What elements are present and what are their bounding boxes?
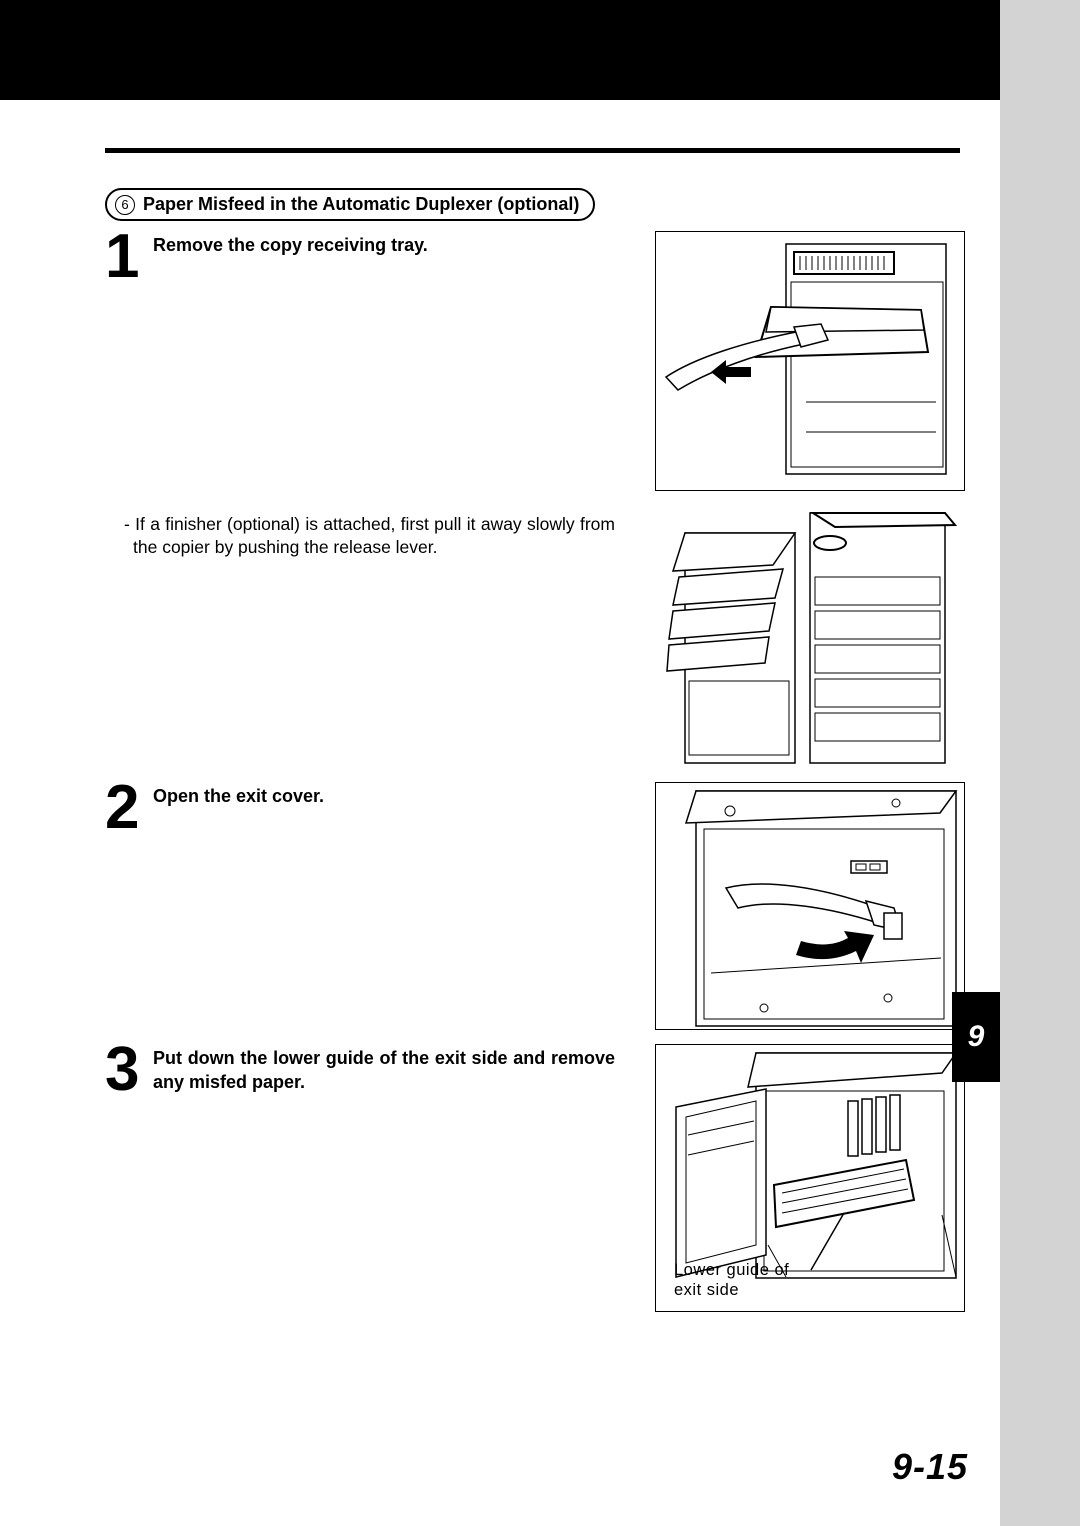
step-2-row: 2 Open the exit cover. — [105, 782, 965, 1030]
chapter-tab: 9 — [952, 992, 1000, 1082]
step-3-number: 3 — [105, 1044, 153, 1097]
step-2-text-col: 2 Open the exit cover. — [105, 782, 645, 835]
step-1-subtext: - If a finisher (optional) is attached, … — [105, 513, 645, 559]
step-3-illus-label: Lower guide of exit side — [674, 1260, 814, 1301]
section-number: 6 — [115, 195, 135, 215]
content-area: 6 Paper Misfeed in the Automatic Duplexe… — [105, 148, 965, 1312]
page: 6 Paper Misfeed in the Automatic Duplexe… — [0, 0, 1000, 1526]
step-1-title: Remove the copy receiving tray. — [153, 231, 458, 257]
step-1-text-col: 1 Remove the copy receiving tray. — [105, 231, 645, 284]
section-heading: 6 Paper Misfeed in the Automatic Duplexe… — [105, 188, 595, 221]
step-2-number: 2 — [105, 782, 153, 835]
step-1-number: 1 — [105, 231, 153, 284]
page-number: 9-15 — [886, 1444, 974, 1490]
step-3-illustration: Lower guide of exit side — [655, 1044, 965, 1312]
chapter-tab-number: 9 — [968, 1020, 985, 1054]
step-3-text-col: 3 Put down the lower guide of the exit s… — [105, 1044, 645, 1097]
step-2-title: Open the exit cover. — [153, 782, 354, 808]
step-1-sub-col: - If a finisher (optional) is attached, … — [105, 503, 645, 559]
step-2-illustration — [655, 782, 965, 1030]
black-header-bar — [0, 0, 1000, 100]
step-3-row: 3 Put down the lower guide of the exit s… — [105, 1044, 965, 1312]
step-1-sub-row: - If a finisher (optional) is attached, … — [105, 503, 965, 768]
right-gray-band — [1000, 0, 1080, 1526]
step-3-title: Put down the lower guide of the exit sid… — [153, 1044, 645, 1095]
section-title: Paper Misfeed in the Automatic Duplexer … — [143, 194, 579, 215]
step-1-illustration — [655, 231, 965, 491]
step-1-row: 1 Remove the copy receiving tray. — [105, 231, 965, 491]
step-1b-illustration — [655, 503, 965, 768]
